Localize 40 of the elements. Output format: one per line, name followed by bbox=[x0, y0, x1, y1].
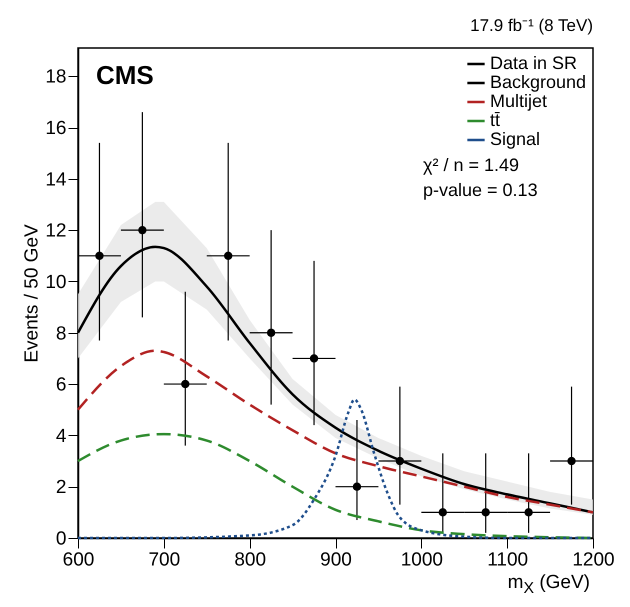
point bbox=[181, 380, 190, 388]
y-tick-label: 12 bbox=[45, 220, 66, 242]
y-tick-label: 4 bbox=[56, 426, 67, 447]
point bbox=[266, 328, 276, 337]
y-axis-title: Events / 50 GeV bbox=[21, 224, 42, 363]
text: 17.9 fb⁻¹ (8 TeV) bbox=[470, 16, 593, 35]
legend-label: tt̄ bbox=[490, 110, 500, 130]
y-tick-label: 16 bbox=[45, 118, 66, 140]
y-tick-label: 8 bbox=[56, 323, 66, 344]
legend-label: Data in SR bbox=[490, 53, 578, 73]
legend-label: Signal bbox=[490, 129, 540, 149]
x-tick-label: 600 bbox=[62, 550, 94, 570]
point bbox=[224, 252, 232, 260]
point bbox=[438, 508, 447, 517]
line-series bbox=[76, 349, 594, 514]
y-tick-label: 18 bbox=[45, 66, 66, 88]
x-tick-label: 800 bbox=[234, 550, 266, 570]
y-tick-label: 0 bbox=[56, 528, 66, 550]
y-tick-label: 14 bbox=[45, 169, 67, 190]
legend-label: Background bbox=[490, 72, 586, 92]
annotation: CMS bbox=[96, 60, 154, 90]
y-tick-label: 6 bbox=[56, 374, 66, 396]
point bbox=[138, 226, 147, 234]
x-tick-label: 900 bbox=[320, 550, 352, 570]
x-tick-label: 1000 bbox=[400, 550, 443, 570]
y-tick-label: 10 bbox=[45, 272, 66, 293]
y-tick-label: 2 bbox=[56, 477, 66, 498]
point bbox=[567, 456, 576, 466]
point bbox=[95, 252, 104, 260]
point bbox=[310, 354, 318, 363]
point bbox=[482, 508, 490, 517]
point bbox=[352, 482, 362, 491]
legend-label: Multijet bbox=[490, 91, 548, 111]
annotation: χ² / n = 1.49 bbox=[423, 155, 520, 175]
x-tick-label: 1200 bbox=[572, 550, 615, 570]
x-tick-label: 700 bbox=[148, 550, 180, 570]
x-tick-label: 1100 bbox=[487, 550, 528, 570]
x-axis-title: m$_{X}$ (GeV) bbox=[508, 572, 590, 598]
point bbox=[524, 508, 533, 517]
annotation: p-value = 0.13 bbox=[423, 180, 538, 200]
